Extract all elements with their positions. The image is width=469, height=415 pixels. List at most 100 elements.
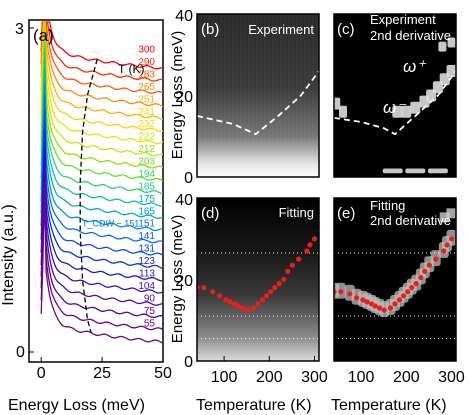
panel-d-fitting: (d) Fitting (196, 197, 320, 362)
xtick-label-200: 200 (393, 369, 420, 386)
panel-b-experiment: (b) Experiment (196, 13, 320, 178)
panel-b-label: (b) (201, 21, 219, 38)
panel-a-label: (a) (33, 26, 54, 45)
xtick-label-200: 200 (256, 369, 283, 386)
panel-b-frame (196, 13, 320, 178)
xtick-label-0: 0 (37, 365, 46, 382)
fit-point (441, 248, 447, 254)
spectrum-194K (40, 45, 164, 195)
panel-d-xlabel: Temperature (K) (196, 397, 312, 414)
intensity-blob (446, 208, 456, 219)
panel-a-xticks: 0 25 50 (37, 357, 172, 382)
fit-point (360, 297, 366, 303)
panel-b-title: Experiment (248, 22, 314, 37)
fit-point (422, 268, 428, 274)
fit-point (210, 289, 216, 295)
temperature-label-104: 104 (138, 281, 155, 292)
xtick-label-300: 300 (438, 369, 465, 386)
fit-point (387, 305, 394, 311)
fit-point (201, 285, 207, 291)
fit-point (409, 285, 415, 291)
panel-e-reference-lines (334, 252, 456, 340)
fit-point (264, 293, 270, 299)
temperature-label-131: 131 (138, 244, 155, 255)
fit-point (377, 305, 383, 311)
fit-point (272, 285, 278, 291)
intensity-blob (401, 105, 412, 118)
panel-c-title-line1: Experiment (370, 12, 436, 27)
panel-b-ylabel: Energy Loss (meV) (169, 31, 186, 159)
temperature-label-55: 55 (144, 318, 156, 329)
spectrum-131K (40, 120, 164, 270)
ytick-b-40: 40 (175, 8, 193, 25)
fit-point (426, 262, 432, 268)
intensity-blob (427, 168, 448, 174)
panel-c-intensity-blobs (334, 37, 456, 174)
intensity-blob (382, 168, 403, 174)
fit-point (217, 293, 223, 299)
panel-d-fit-points (197, 236, 318, 313)
spectrum-165K (40, 80, 164, 232)
spectrum-283K (40, 21, 164, 94)
spectrum-151K (40, 93, 164, 244)
spectrum-90K (40, 168, 164, 319)
fit-point (364, 299, 370, 305)
temperature-labels: 3002902832652512412322222122031941851751… (82, 45, 155, 330)
panel-e-fitting-2nd-derivative: (e) Fitting 2nd derivative (333, 197, 457, 362)
spectrum-251K (40, 21, 163, 120)
fit-point (401, 293, 407, 299)
spectrum-290K (40, 21, 164, 82)
fit-point (418, 274, 424, 281)
fit-point (285, 268, 291, 274)
xtick-label-25: 25 (93, 365, 111, 382)
panel-c-2nd-derivative: (c) Experiment 2nd derivative ω⁺ ω⁻ (333, 12, 457, 178)
spectrum-75K (40, 181, 164, 331)
spectrum-104K (40, 155, 164, 306)
ytick-b-0: 0 (184, 170, 193, 187)
spectrum-212K (40, 21, 164, 169)
temperature-label-165: 165 (138, 206, 155, 217)
temperature-label-232: 232 (138, 119, 155, 130)
fit-point (444, 242, 450, 248)
fit-point (227, 299, 233, 305)
intensity-blob (438, 41, 447, 52)
temperature-label-175: 175 (138, 194, 155, 205)
panel-b-heatmap (197, 14, 319, 177)
fit-point (372, 303, 378, 309)
intensity-blob (439, 212, 450, 223)
spectrum-232K (40, 21, 164, 145)
temperature-label-141: 141 (138, 231, 155, 242)
fit-point (405, 289, 411, 295)
legend-title: T (K) (118, 62, 144, 76)
fit-point (223, 297, 229, 303)
intensity-blob (447, 37, 456, 48)
temperature-label-265: 265 (138, 82, 155, 93)
temperature-label-75: 75 (144, 306, 156, 317)
panel-b-mesh (197, 14, 318, 177)
panel-a-frame (28, 19, 164, 363)
panel-e-xlabel: Temperature (K) (331, 397, 447, 414)
fit-point (281, 276, 287, 283)
spectrum-300K (40, 21, 164, 70)
panel-d-reference-lines (197, 252, 319, 340)
fit-point (240, 305, 246, 311)
temperature-label-194: 194 (138, 169, 155, 180)
temperature-label-241: 241 (138, 107, 155, 118)
omega-plus-label: ω⁺ (403, 57, 427, 76)
temperature-label-203: 203 (138, 157, 155, 168)
fit-point (244, 307, 250, 313)
fit-point (304, 248, 310, 254)
panel-d-heatmap (197, 198, 319, 361)
intensity-blob (339, 105, 347, 118)
spectrum-203K (40, 32, 164, 182)
ytick-b-20: 20 (175, 89, 193, 106)
tcdw-annotation: T_CDW ~ 151 (82, 219, 139, 229)
spectrum-55K (40, 194, 164, 344)
spectrum-222K (40, 21, 164, 157)
panel-d-title: Fitting (279, 205, 314, 220)
xtick-label-100: 100 (211, 369, 238, 386)
ytick-d-20: 20 (175, 273, 193, 290)
panel-e-title-line2: 2nd derivative (370, 213, 451, 228)
intensity-blob (410, 101, 421, 114)
